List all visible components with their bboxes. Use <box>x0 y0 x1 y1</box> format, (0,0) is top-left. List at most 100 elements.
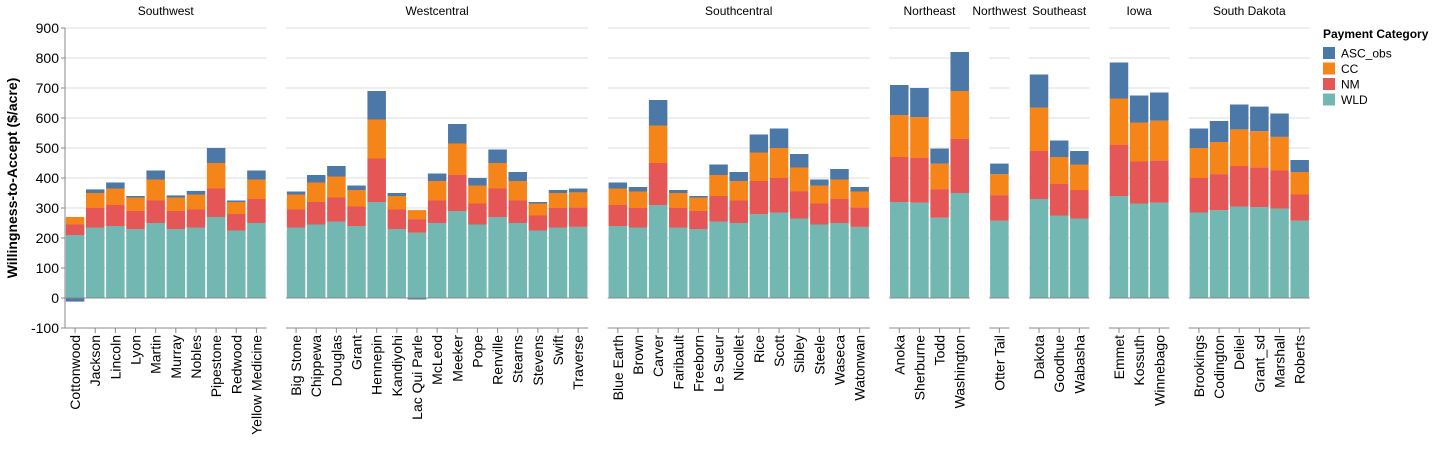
bar-le-sueur-asc-obs <box>709 164 728 175</box>
bar-swift-cc <box>548 193 568 208</box>
x-tick-label-renville: Renville <box>490 335 506 385</box>
bar-sibley-asc-obs <box>789 154 809 168</box>
bar-kossuth-asc-obs <box>1129 95 1149 123</box>
bar-traverse-cc <box>568 192 588 208</box>
bar-carver-cc <box>648 125 668 163</box>
bar-waseca-wld <box>830 223 849 298</box>
x-tick-label-brown: Brown <box>630 335 646 375</box>
bar-renville-cc <box>488 163 507 189</box>
x-tick-label-hennepin: Hennepin <box>369 335 385 395</box>
bar-renville-wld <box>488 217 507 298</box>
x-tick-label-waseca: Waseca <box>831 335 847 385</box>
bar-pope-asc-obs <box>468 178 487 186</box>
facet-title-southcentral: Southcentral <box>705 4 772 18</box>
bar-nicollet-nm <box>729 200 748 223</box>
bar-grant-cc <box>347 190 366 207</box>
bar-pipestone-asc-obs <box>206 148 226 163</box>
bar-lyon-nm <box>126 211 145 229</box>
bar-martin-nm <box>146 200 165 223</box>
bar-brown-cc <box>628 191 648 208</box>
bar-grant-sd-nm <box>1250 167 1269 208</box>
bar-nicollet-cc <box>729 181 748 201</box>
x-tick-label-codington: Codington <box>1211 335 1227 399</box>
bar-martin-wld <box>146 223 165 298</box>
bar-otter-tail-asc-obs <box>990 163 1009 175</box>
legend-swatch-wld <box>1323 93 1335 106</box>
bar-lincoln-asc-obs <box>106 182 125 189</box>
bar-hennepin-wld <box>367 202 386 298</box>
x-tick-label-lac-qui-parle: Lac Qui Parle <box>409 335 425 420</box>
bar-nobles-wld <box>186 227 206 298</box>
bar-nobles-nm <box>186 209 206 228</box>
bar-washington-wld <box>950 193 969 298</box>
x-tick-label-mcleod: McLeod <box>429 335 445 385</box>
x-tick-label-meeker: Meeker <box>449 335 465 382</box>
bar-nicollet-asc-obs <box>729 172 748 181</box>
bar-faribault-nm <box>669 208 688 228</box>
bar-sibley-wld <box>789 218 809 298</box>
x-tick-label-marshall: Marshall <box>1272 335 1288 388</box>
bar-grant-wld <box>347 226 366 298</box>
bar-kandiyohi-wld <box>387 229 407 298</box>
bar-stevens-nm <box>528 215 548 231</box>
bar-sibley-cc <box>789 167 809 192</box>
bar-mcleod-asc-obs <box>427 173 447 181</box>
x-tick-label-sherburne: Sherburne <box>911 335 927 401</box>
bar-codington-wld <box>1209 210 1229 298</box>
bar-hennepin-cc <box>367 119 386 159</box>
x-tick-label-traverse: Traverse <box>570 335 586 390</box>
bar-yellow-medicine-asc-obs <box>247 170 266 180</box>
bar-otter-tail-nm <box>990 195 1009 221</box>
labels-layer: -100 0 100 200 300 400 500 600 700 800 900 Southwes… <box>31 4 1308 435</box>
bar-martin-asc-obs <box>146 170 165 180</box>
bar-lac-qui-parle-cc <box>407 210 427 220</box>
x-tick-label-big-stone: Big Stone <box>288 335 304 396</box>
bar-murray-wld <box>166 229 186 298</box>
bar-murray-asc-obs <box>166 195 186 198</box>
y-axis-title: Willingness-to-Accept ($/acre) <box>4 78 20 279</box>
bar-dakota-asc-obs <box>1029 74 1049 108</box>
bar-stevens-cc <box>528 203 548 216</box>
x-tick-label-nicollet: Nicollet <box>731 335 747 381</box>
bar-pipestone-cc <box>206 163 226 189</box>
bar-brookings-nm <box>1189 178 1209 213</box>
bar-nobles-asc-obs <box>186 190 206 195</box>
bar-rice-wld <box>749 214 769 298</box>
bar-winnebago-cc <box>1150 120 1169 161</box>
bar-freeborn-cc <box>689 197 708 211</box>
bar-steele-nm <box>810 203 829 225</box>
bar-winnebago-nm <box>1150 160 1169 203</box>
x-tick-label-emmet: Emmet <box>1111 335 1127 379</box>
bar-chippewa-asc-obs <box>306 175 326 183</box>
bar-kossuth-cc <box>1129 122 1149 162</box>
y-tick-label: 200 <box>36 230 60 246</box>
bar-watonwan-nm <box>850 207 869 227</box>
bar-redwood-wld <box>227 230 246 298</box>
x-tick-label-roberts: Roberts <box>1292 335 1308 384</box>
legend-title: Payment Category <box>1323 27 1429 41</box>
bar-winnebago-wld <box>1150 202 1169 298</box>
bar-le-sueur-nm <box>709 196 728 222</box>
bar-carver-wld <box>648 205 668 298</box>
bar-blue-earth-cc <box>608 188 628 205</box>
bar-winnebago-asc-obs <box>1150 92 1169 121</box>
facet-title-northeast: Northeast <box>903 4 956 18</box>
bar-stearns-asc-obs <box>508 172 527 181</box>
x-tick-label-carver: Carver <box>650 335 666 377</box>
bar-pipestone-wld <box>206 217 226 298</box>
bar-codington-cc <box>1209 142 1229 175</box>
bar-kossuth-wld <box>1129 203 1149 298</box>
y-tick-label: 0 <box>51 290 59 306</box>
bar-codington-asc-obs <box>1209 121 1229 142</box>
bar-mcleod-cc <box>427 181 447 201</box>
y-tick-label: 900 <box>36 20 60 36</box>
x-tick-label-redwood: Redwood <box>228 335 244 394</box>
bar-steele-asc-obs <box>810 179 829 186</box>
y-tick-label: -100 <box>31 320 59 336</box>
bar-todd-nm <box>930 189 949 218</box>
facet-title-iowa: Iowa <box>1126 4 1152 18</box>
bar-marshall-cc <box>1270 136 1289 171</box>
y-tick-label: 300 <box>36 200 60 216</box>
bar-blue-earth-nm <box>608 205 628 226</box>
bar-rice-nm <box>749 181 769 214</box>
